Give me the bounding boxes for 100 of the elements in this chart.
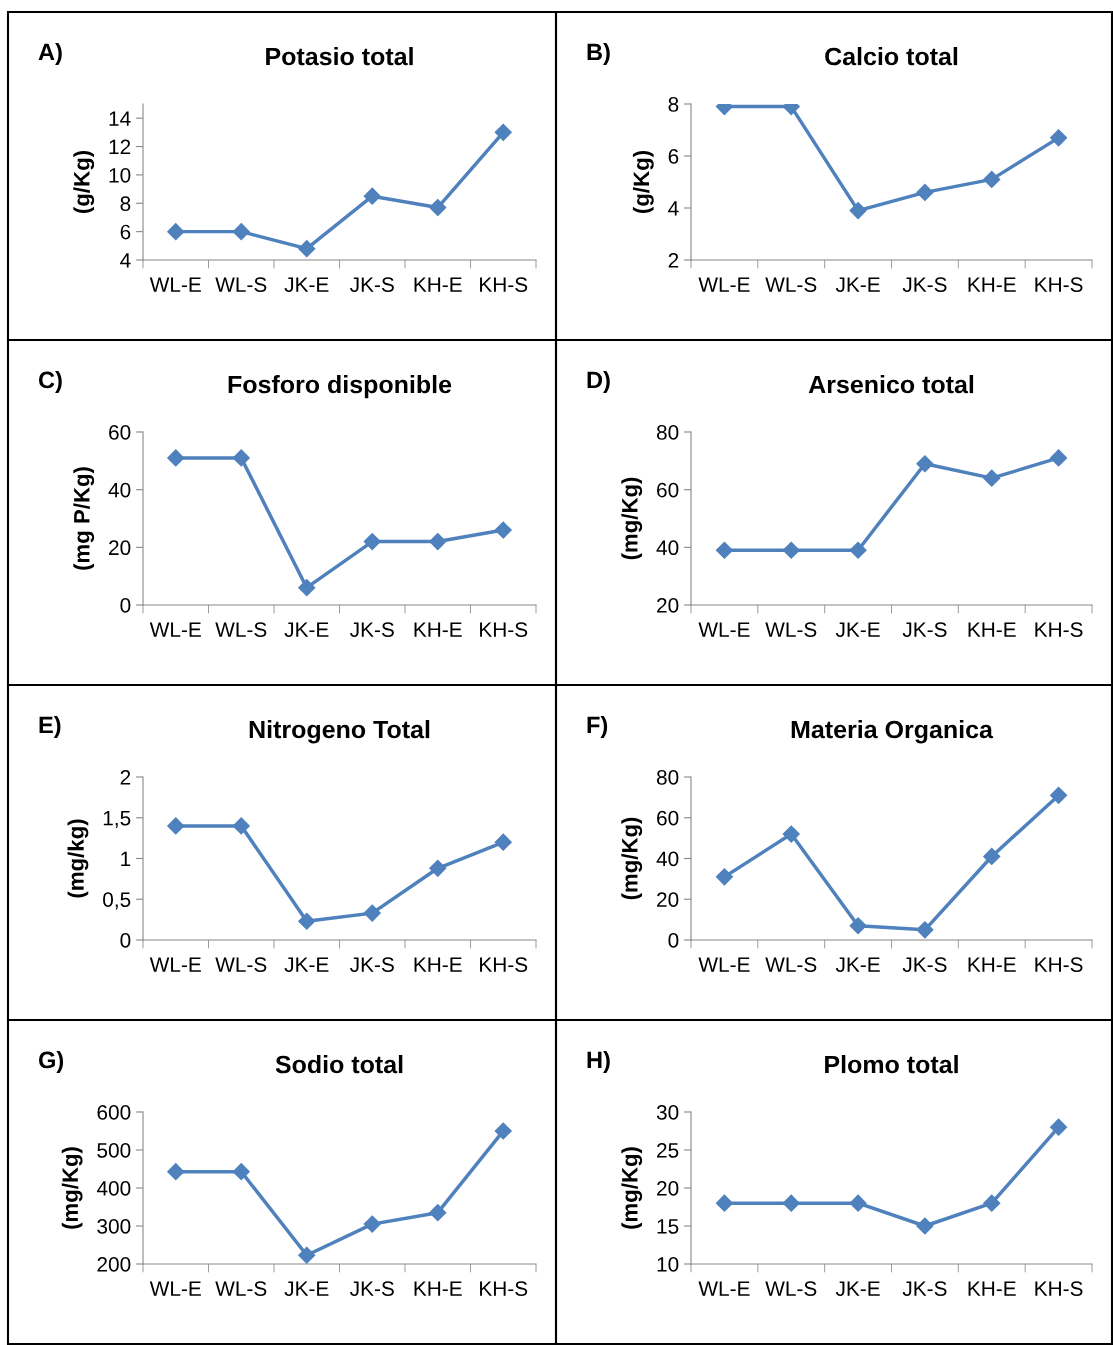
x-tick-label: KH-S <box>480 622 528 637</box>
y-tick-label: 4 <box>668 201 679 216</box>
point <box>916 1217 934 1235</box>
point <box>494 123 512 141</box>
y-tick-label: 600 <box>97 1105 131 1120</box>
point <box>849 917 867 935</box>
y-axis-title: (mg P/Kg) <box>73 467 95 570</box>
x-tick-label: JK-E <box>284 622 329 637</box>
x-tick-label: JK-S <box>902 277 947 292</box>
x-tick-label: JK-S <box>350 622 394 637</box>
text: D) <box>587 370 610 393</box>
point <box>363 187 381 205</box>
y-tick-label: 14 <box>109 111 131 126</box>
y-tick-label: 500 <box>97 1143 131 1158</box>
x-tick-label: KH-E <box>968 1281 1016 1296</box>
text: F) <box>587 715 608 739</box>
x-tick-label: KH-S <box>480 1281 528 1296</box>
x-tick-label: JK-E <box>835 277 880 292</box>
point <box>849 1194 867 1212</box>
text: H) <box>587 1050 610 1074</box>
point <box>849 541 867 559</box>
x-tick-label: KH-S <box>1035 277 1083 292</box>
y-axis-title: (g/Kg) <box>73 151 95 213</box>
y-tick-label: 6 <box>120 224 131 240</box>
text: C) <box>38 370 62 393</box>
y-tick-label: 0 <box>120 933 131 948</box>
point <box>429 859 447 877</box>
text: E) <box>39 715 61 739</box>
x-tick-label: KH-E <box>968 277 1016 292</box>
y-axis-title: (mg/Kg) <box>621 1147 643 1229</box>
x-tick-label: JK-E <box>284 1281 329 1296</box>
point <box>167 223 185 241</box>
point <box>715 541 733 559</box>
x-tick-label: WL-S <box>765 957 817 972</box>
y-axis-title: (mg/Kg) <box>621 817 643 900</box>
y-tick-label: 6 <box>668 149 679 164</box>
chart-title: Arsenico total <box>808 374 974 394</box>
point <box>298 579 316 597</box>
x-tick-label: JK-E <box>284 957 329 972</box>
y-tick-label: 8 <box>668 97 679 112</box>
point <box>1050 449 1068 467</box>
x-tick-label: KH-E <box>414 957 462 972</box>
point <box>232 223 250 241</box>
y-tick-label: 80 <box>656 425 679 440</box>
x-tick-label: KH-S <box>1035 622 1083 637</box>
x-tick-label: KH-S <box>480 277 528 292</box>
point <box>494 521 512 539</box>
y-tick-label: 1 <box>121 851 131 867</box>
point <box>782 825 800 843</box>
point <box>983 170 1001 188</box>
y-tick-label: 2 <box>120 770 131 785</box>
chart-title: Nitrogeno Total <box>249 719 430 744</box>
point <box>232 1163 250 1181</box>
text: B) <box>587 43 610 65</box>
y-tick-label: 40 <box>656 540 679 556</box>
y-tick-label: 20 <box>657 892 679 907</box>
x-tick-label: JK-E <box>835 957 880 972</box>
x-tick-label: WL-S <box>215 957 267 972</box>
y-axis-title: (mg/kg) <box>67 819 89 898</box>
text: A) <box>38 43 62 65</box>
point <box>167 1163 185 1181</box>
x-tick-label: WL-S <box>215 1281 267 1296</box>
x-tick-label: KH-E <box>968 957 1016 972</box>
x-tick-label: KH-E <box>414 622 462 637</box>
point <box>715 1194 733 1212</box>
y-tick-label: 0,5 <box>103 892 131 910</box>
x-tick-label: WL-E <box>149 277 201 292</box>
point <box>1050 786 1068 804</box>
x-tick-label: JK-S <box>350 1281 394 1296</box>
x-tick-label: JK-S <box>350 277 394 292</box>
point <box>494 833 512 851</box>
y-tick-label: 400 <box>96 1181 131 1196</box>
point <box>983 469 1001 487</box>
point <box>782 1194 800 1212</box>
x-tick-label: JK-S <box>350 957 394 972</box>
point <box>363 904 381 922</box>
y-tick-label: 8 <box>120 196 131 212</box>
point <box>232 449 250 467</box>
chart-title: Potasio total <box>266 46 413 66</box>
point <box>429 198 447 217</box>
point <box>298 1246 316 1264</box>
point <box>363 533 381 551</box>
chart-title: Sodio total <box>275 1054 403 1074</box>
x-tick-label: JK-E <box>284 277 329 292</box>
y-tick-label: 4 <box>120 253 131 268</box>
y-tick-label: 12 <box>109 139 131 155</box>
x-tick-label: WL-E <box>149 1281 201 1296</box>
point <box>429 1204 447 1222</box>
point <box>298 240 316 258</box>
y-tick-label: 60 <box>109 425 131 440</box>
y-tick-label: 200 <box>97 1257 131 1272</box>
x-tick-label: KH-S <box>480 957 528 972</box>
point <box>1050 1118 1068 1136</box>
x-tick-label: KH-S <box>1035 1281 1083 1296</box>
text: G) <box>38 1050 64 1074</box>
x-tick-label: KH-E <box>414 277 462 292</box>
x-tick-label: WL-S <box>765 277 817 292</box>
point <box>429 533 447 551</box>
x-tick-label: WL-S <box>765 1281 817 1296</box>
point <box>782 541 800 559</box>
